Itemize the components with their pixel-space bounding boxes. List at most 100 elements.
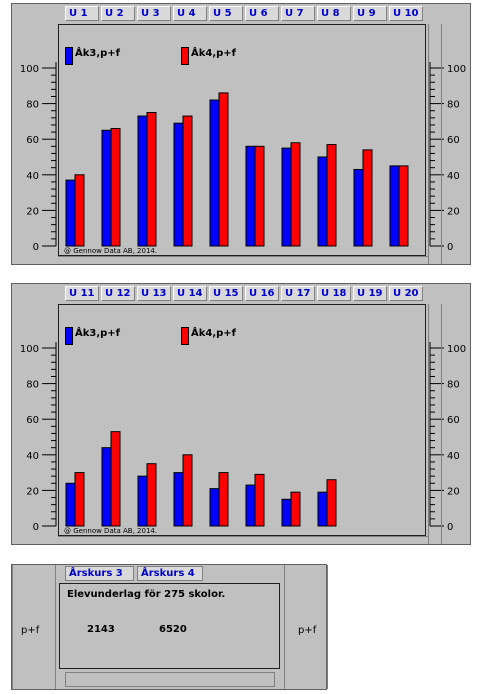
- bar: [389, 165, 400, 247]
- bar: [173, 472, 184, 527]
- horizontal-scrollbar[interactable]: [58, 537, 442, 544]
- bar: [146, 463, 157, 527]
- y-tick-label-left: 100: [20, 64, 39, 75]
- plot-area-2: Åk3,p+f Åk4,p+f: [58, 304, 426, 536]
- y-tick-label-right: 20: [447, 206, 460, 217]
- bar: [326, 479, 337, 527]
- y-tick-label-left: 80: [26, 100, 39, 111]
- summary-left-label: p+f: [21, 625, 40, 636]
- summary-scrollbar[interactable]: [65, 672, 275, 687]
- bar: [218, 92, 229, 247]
- category-tab[interactable]: U 17: [281, 286, 315, 301]
- category-tab[interactable]: U 2: [101, 6, 135, 21]
- category-tab[interactable]: U 10: [389, 6, 423, 21]
- summary-heading: Elevunderlag för 275 skolor.: [67, 589, 226, 600]
- bar: [110, 128, 121, 247]
- bar: [218, 472, 229, 527]
- category-tab[interactable]: U 12: [101, 286, 135, 301]
- summary-box: Elevunderlag för 275 skolor. 2143 6520: [59, 583, 280, 669]
- legend-swatch-blue: [65, 327, 73, 345]
- y-tick-label-left: 60: [26, 135, 39, 146]
- category-tab[interactable]: U 4: [173, 6, 207, 21]
- legend-label: Åk3,p+f: [75, 48, 121, 59]
- copyright-text: @ Gennow Data AB, 2014.: [64, 247, 158, 255]
- y-tick-label-left: 40: [26, 171, 39, 182]
- vertical-scrollbar[interactable]: [428, 24, 442, 264]
- copyright-text: @ Gennow Data AB, 2014.: [64, 527, 158, 535]
- category-tab[interactable]: U 5: [209, 6, 243, 21]
- y-tick-label-right: 80: [447, 380, 460, 391]
- bar: [110, 431, 121, 527]
- divider: [58, 256, 428, 257]
- summary-panel: p+f Årskurs 3 Årskurs 4 Elevunderlag för…: [11, 564, 328, 690]
- chart-panel-2: U 11 U 12 U 13 U 14 U 15 U 16 U 17 U 18 U 19 U 20…: [11, 283, 471, 545]
- y-tick-label-right: 0: [447, 242, 453, 253]
- category-tab[interactable]: U 7: [281, 6, 315, 21]
- bar: [326, 144, 337, 247]
- horizontal-scrollbar[interactable]: [58, 257, 442, 264]
- tab-arskurs-3[interactable]: Årskurs 3: [65, 566, 134, 581]
- bar: [281, 147, 292, 247]
- y-tick-label-left: 100: [20, 344, 39, 355]
- legend-label: Åk3,p+f: [75, 328, 121, 339]
- y-tick-label-left: 80: [26, 380, 39, 391]
- bar: [209, 488, 220, 527]
- category-tab[interactable]: U 1: [65, 6, 99, 21]
- y-tick-label-right: 0: [447, 522, 453, 533]
- divider: [58, 536, 428, 537]
- legend-label: Åk4,p+f: [191, 48, 237, 59]
- category-tab[interactable]: U 3: [137, 6, 171, 21]
- summary-right-column: p+f: [284, 565, 328, 689]
- bar: [398, 165, 409, 247]
- bar: [353, 168, 364, 247]
- tab-arskurs-4[interactable]: Årskurs 4: [137, 566, 203, 581]
- category-tab[interactable]: U 14: [173, 286, 207, 301]
- bar: [182, 115, 193, 247]
- summary-right-label: p+f: [298, 625, 317, 636]
- bar: [65, 482, 76, 527]
- bar: [146, 112, 157, 247]
- bar: [65, 179, 76, 247]
- bar: [290, 491, 301, 527]
- category-tab[interactable]: U 20: [389, 286, 423, 301]
- summary-value-arskurs-4: 6520: [159, 624, 187, 635]
- category-tab[interactable]: U 16: [245, 286, 279, 301]
- bar: [74, 472, 85, 527]
- bar: [317, 156, 328, 247]
- bar: [209, 99, 220, 247]
- chart-2-svg: 0 0 20 20 40 40 60 60 80 80 100 100: [20, 342, 466, 533]
- bar: [74, 174, 85, 247]
- category-tab[interactable]: U 6: [245, 6, 279, 21]
- category-tab[interactable]: U 19: [353, 286, 387, 301]
- plot-area-1: Åk3,p+f Åk4,p+f: [58, 24, 426, 256]
- y-tick-label-right: 80: [447, 100, 460, 111]
- y-tick-label-left: 20: [26, 206, 39, 217]
- y-tick-label-right: 60: [447, 135, 460, 146]
- category-tab[interactable]: U 13: [137, 286, 171, 301]
- category-tab[interactable]: U 9: [353, 6, 387, 21]
- bar: [101, 129, 112, 247]
- y-tick-label-right: 100: [447, 64, 466, 75]
- bar: [317, 491, 328, 527]
- category-tab[interactable]: U 11: [65, 286, 99, 301]
- bars-1: [65, 92, 409, 247]
- category-tab[interactable]: U 15: [209, 286, 243, 301]
- bar: [137, 475, 148, 527]
- legend-swatch-red: [181, 327, 189, 345]
- vertical-scrollbar[interactable]: [428, 304, 442, 544]
- category-tab[interactable]: U 8: [317, 6, 351, 21]
- bar: [254, 145, 265, 247]
- summary-left-column: p+f: [12, 565, 56, 689]
- bar: [290, 142, 301, 247]
- category-tab[interactable]: U 18: [317, 286, 351, 301]
- y-tick-label-left: 60: [26, 415, 39, 426]
- y-tick-label-right: 40: [447, 451, 460, 462]
- bar: [182, 454, 193, 527]
- y-tick-label-right: 20: [447, 486, 460, 497]
- y-tick-label-right: 60: [447, 415, 460, 426]
- y-tick-label-left: 0: [33, 242, 39, 253]
- y-tick-label-left: 20: [26, 486, 39, 497]
- bar: [173, 122, 184, 247]
- bar: [245, 145, 256, 247]
